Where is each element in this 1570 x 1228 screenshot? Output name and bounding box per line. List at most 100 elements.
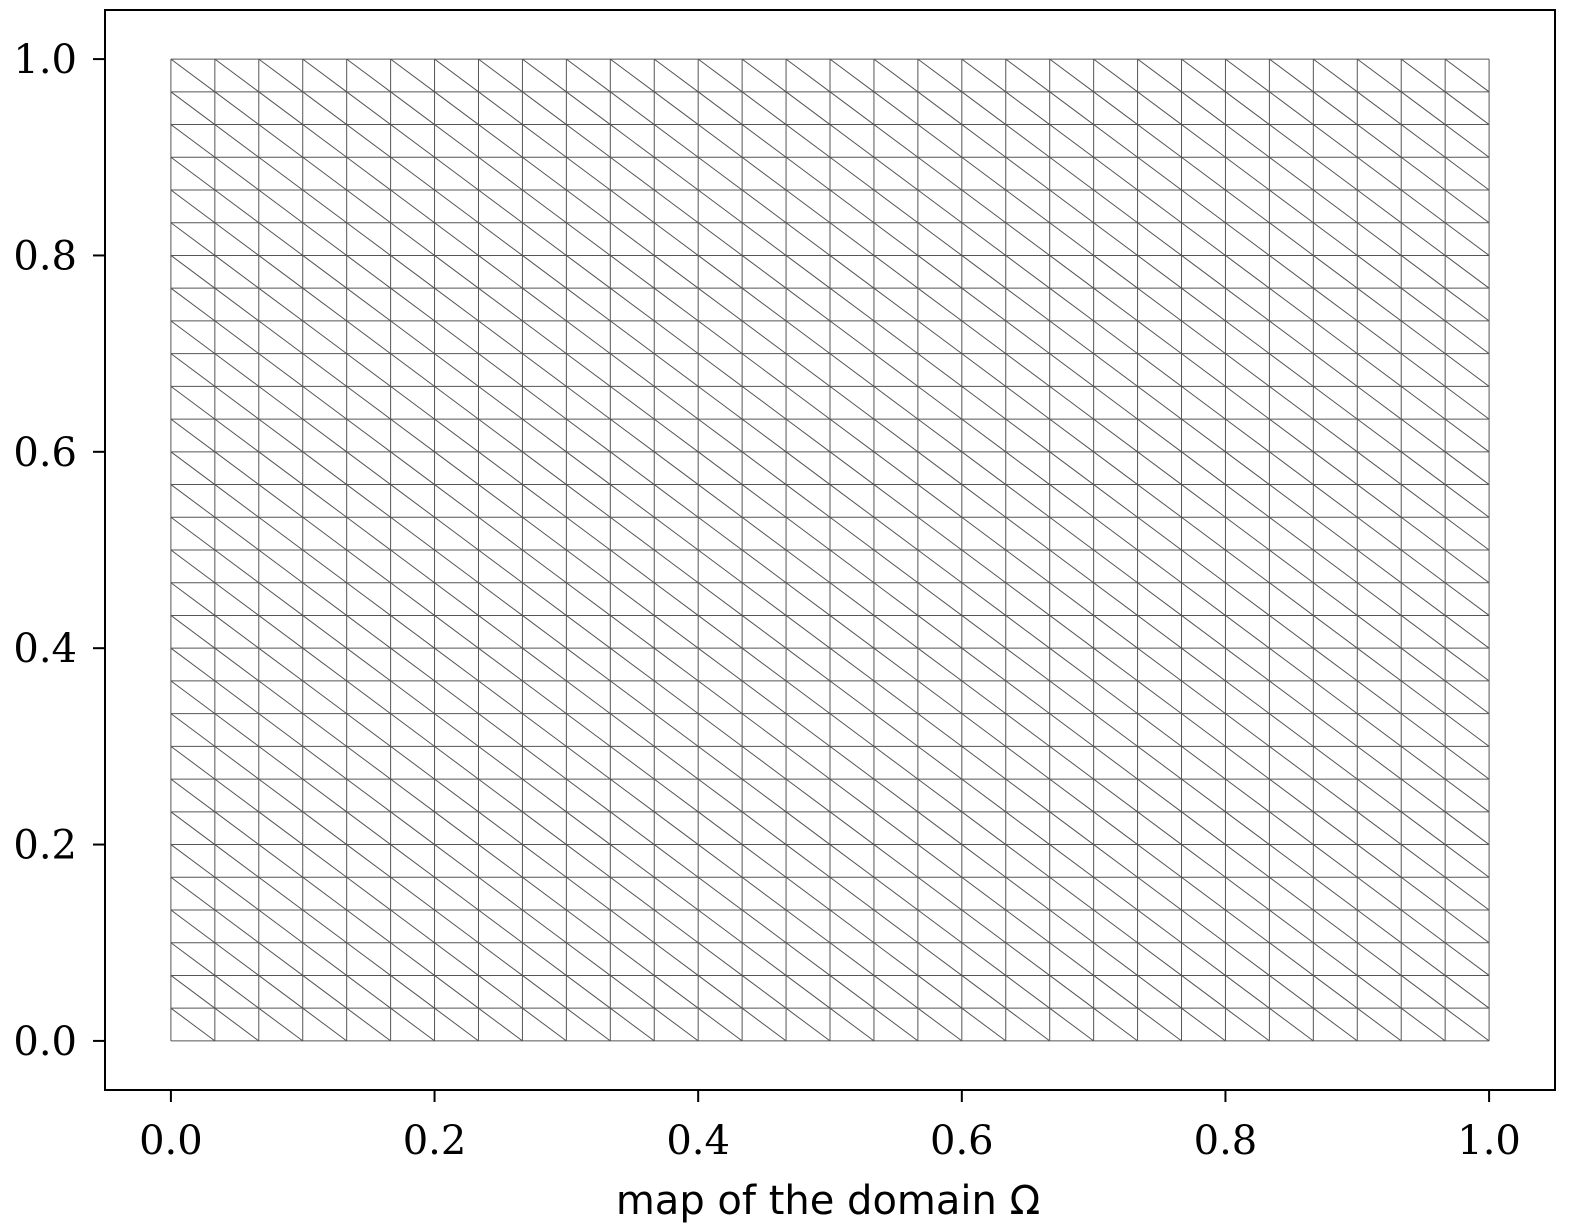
mesh-diagonal-edge <box>741 844 787 878</box>
mesh-diagonal-edge <box>1225 124 1270 158</box>
mesh-diagonal-edge <box>1400 418 1446 453</box>
mesh-diagonal-edge <box>434 58 479 93</box>
mesh-diagonal-edge <box>1400 91 1446 125</box>
mesh-diagonal-edge <box>741 156 787 191</box>
mesh-diagonal-edge <box>873 713 919 747</box>
mesh-diagonal-edge <box>478 156 523 191</box>
mesh-diagonal-edge <box>610 353 655 387</box>
mesh-diagonal-edge <box>829 156 875 191</box>
mesh-diagonal-edge <box>302 680 347 715</box>
mesh-diagonal-edge <box>214 189 260 224</box>
mesh-diagonal-edge <box>434 516 479 551</box>
mesh-diagonal-edge <box>566 189 611 224</box>
mesh-diagonal-edge <box>1225 778 1270 813</box>
mesh-diagonal-edge <box>829 189 875 224</box>
mesh-diagonal-edge <box>917 58 963 93</box>
mesh-diagonal-edge <box>258 745 304 780</box>
mesh-diagonal-edge <box>610 320 655 355</box>
mesh-diagonal-edge <box>346 778 391 813</box>
mesh-diagonal-edge <box>522 647 567 682</box>
mesh-diagonal-edge <box>214 811 260 845</box>
mesh-diagonal-edge <box>829 385 875 420</box>
mesh-diagonal-edge <box>346 484 391 518</box>
mesh-diagonal-edge <box>1313 778 1358 813</box>
x-tick-label: 0.2 <box>403 1118 467 1164</box>
mesh-diagonal-edge <box>1005 418 1050 453</box>
mesh-diagonal-edge <box>1400 680 1446 715</box>
mesh-diagonal-edge <box>785 615 831 649</box>
mesh-diagonal-edge <box>566 811 611 845</box>
mesh-diagonal-edge <box>1049 680 1094 715</box>
mesh-diagonal-edge <box>1049 745 1094 780</box>
mesh-diagonal-edge <box>170 844 216 878</box>
mesh-diagonal-edge <box>741 320 787 355</box>
mesh-diagonal-edge <box>258 811 304 845</box>
mesh-diagonal-edge <box>214 156 260 191</box>
mesh-diagonal-edge <box>1400 353 1446 387</box>
mesh-diagonal-edge <box>346 58 391 93</box>
mesh-diagonal-edge <box>1005 647 1050 682</box>
mesh-diagonal-edge <box>390 615 435 649</box>
mesh-diagonal-edge <box>346 942 391 976</box>
mesh-diagonal-edge <box>741 124 787 158</box>
mesh-diagonal-edge <box>610 385 655 420</box>
mesh-diagonal-edge <box>1269 778 1314 813</box>
mesh-diagonal-edge <box>1049 615 1094 649</box>
mesh-diagonal-edge <box>610 189 655 224</box>
mesh-diagonal-edge <box>170 418 216 453</box>
mesh-diagonal-edge <box>1269 385 1314 420</box>
mesh-diagonal-edge <box>434 418 479 453</box>
mesh-diagonal-edge <box>566 353 611 387</box>
mesh-diagonal-edge <box>1400 778 1446 813</box>
mesh-diagonal-edge <box>697 451 743 485</box>
mesh-diagonal-edge <box>214 745 260 780</box>
mesh-diagonal-edge <box>1093 615 1138 649</box>
mesh-diagonal-edge <box>653 1007 699 1042</box>
mesh-diagonal-edge <box>1313 484 1358 518</box>
mesh-diagonal-edge <box>917 222 963 256</box>
mesh-diagonal-edge <box>1444 255 1490 289</box>
mesh-diagonal-edge <box>1444 320 1490 355</box>
mesh-diagonal-edge <box>346 451 391 485</box>
mesh-diagonal-edge <box>1093 745 1138 780</box>
mesh-diagonal-edge <box>170 124 216 158</box>
mesh-diagonal-edge <box>1269 549 1314 584</box>
mesh-diagonal-edge <box>1400 124 1446 158</box>
mesh-diagonal-edge <box>566 713 611 747</box>
mesh-diagonal-edge <box>917 320 963 355</box>
mesh-diagonal-edge <box>1356 942 1402 976</box>
mesh-diagonal-edge <box>214 549 260 584</box>
mesh-diagonal-edge <box>1313 876 1358 911</box>
mesh-diagonal-edge <box>785 189 831 224</box>
mesh-diagonal-edge <box>785 1007 831 1042</box>
mesh-diagonal-edge <box>1356 58 1402 93</box>
mesh-diagonal-edge <box>697 418 743 453</box>
mesh-diagonal-edge <box>917 942 963 976</box>
mesh-diagonal-edge <box>741 484 787 518</box>
mesh-diagonal-edge <box>873 1007 919 1042</box>
mesh-diagonal-edge <box>1049 287 1094 322</box>
mesh-diagonal-edge <box>1093 91 1138 125</box>
mesh-diagonal-edge <box>1269 516 1314 551</box>
mesh-diagonal-edge <box>829 320 875 355</box>
mesh-diagonal-edge <box>610 647 655 682</box>
mesh-diagonal-edge <box>522 124 567 158</box>
mesh-diagonal-edge <box>390 287 435 322</box>
mesh-diagonal-edge <box>1093 484 1138 518</box>
mesh-diagonal-edge <box>1269 909 1314 944</box>
mesh-diagonal-edge <box>390 255 435 289</box>
mesh-diagonal-edge <box>478 811 523 845</box>
mesh-diagonal-edge <box>1400 189 1446 224</box>
mesh-diagonal-edge <box>829 615 875 649</box>
mesh-diagonal-edge <box>697 58 743 93</box>
mesh-diagonal-edge <box>214 484 260 518</box>
mesh-diagonal-edge <box>829 876 875 911</box>
mesh-diagonal-edge <box>302 156 347 191</box>
mesh-diagonal-edge <box>917 385 963 420</box>
mesh-diagonal-edge <box>1313 156 1358 191</box>
mesh-diagonal-edge <box>1049 58 1094 93</box>
mesh-diagonal-edge <box>258 909 304 944</box>
mesh-diagonal-edge <box>697 582 743 616</box>
mesh-diagonal-edge <box>214 844 260 878</box>
mesh-diagonal-edge <box>390 582 435 616</box>
